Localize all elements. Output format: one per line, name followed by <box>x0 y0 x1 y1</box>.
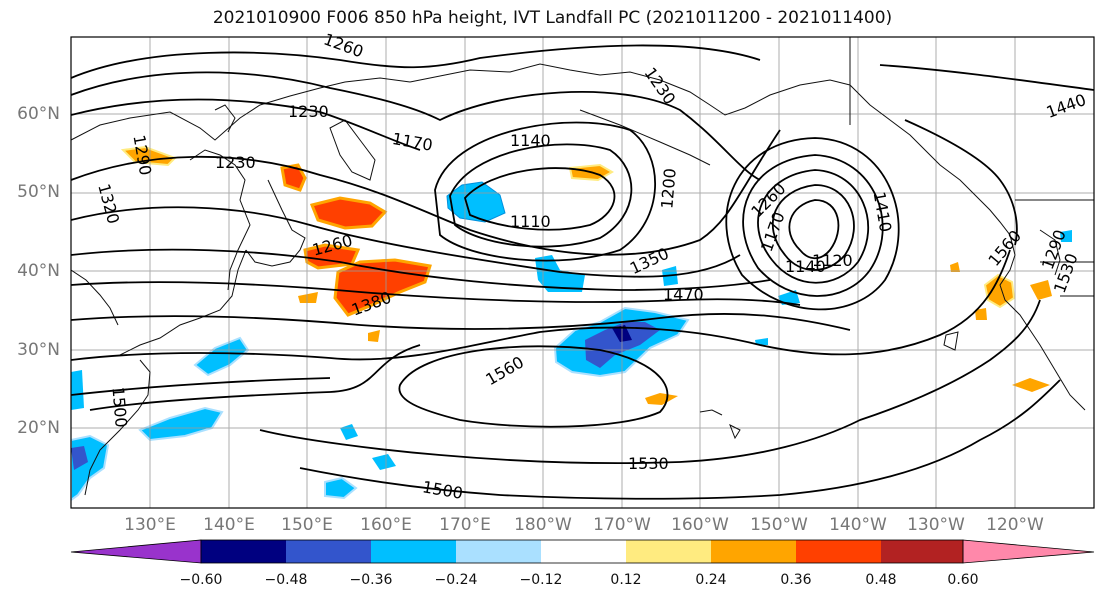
colorbar-tick: −0.60 <box>179 572 223 588</box>
colorbar-tick: 0.36 <box>780 572 812 588</box>
borders <box>849 37 1094 297</box>
colorbar-tick: −0.48 <box>264 572 308 588</box>
lon-label-140w: 140°W <box>829 515 887 535</box>
colorbar-segment <box>626 540 711 563</box>
colorbar-segment <box>286 540 371 563</box>
colorbar-tick: 0.24 <box>695 572 727 588</box>
coastlines <box>71 63 1086 496</box>
contour-label-1230-b: 1230 <box>215 153 256 172</box>
colorbar-tick: 0.48 <box>865 572 897 588</box>
lon-label-150e: 150°E <box>281 515 333 535</box>
negative-shading <box>71 181 1072 502</box>
lon-label-170w: 170°W <box>593 515 651 535</box>
lon-label-120w: 120°W <box>986 515 1044 535</box>
colorbar-tick: 0.60 <box>947 572 979 588</box>
colorbar-segment <box>201 540 286 563</box>
colorbar-segment <box>541 540 626 563</box>
lon-label-180w: 180°W <box>514 515 572 535</box>
lon-label-160w: 160°W <box>671 515 729 535</box>
contour-label-1140: 1140 <box>510 131 551 150</box>
lon-label-130e: 130°E <box>124 515 176 535</box>
lon-label-130w: 130°W <box>907 515 965 535</box>
colorbar-tick: −0.24 <box>434 572 478 588</box>
positive-shading <box>120 145 1052 405</box>
contour-label-1530: 1530 <box>628 454 669 473</box>
lat-label-50n: 50°N <box>17 182 60 202</box>
map-title: 2021010900 F006 850 hPa height, IVT Land… <box>212 8 893 28</box>
lat-label-30n: 30°N <box>17 340 60 360</box>
colorbar-tick: 0.12 <box>610 572 642 588</box>
colorbar-tick: −0.36 <box>349 572 393 588</box>
contour-label-1140-east: 1140 <box>785 257 826 276</box>
plot-frame <box>70 36 1095 509</box>
lon-label-160e: 160°E <box>360 515 412 535</box>
colorbar <box>70 539 1095 564</box>
lat-label-40n: 40°N <box>17 261 60 281</box>
colorbar-segment <box>711 540 796 563</box>
colorbar-segment <box>881 540 963 563</box>
lat-label-60n: 60°N <box>17 104 60 124</box>
colorbar-over-arrow <box>962 539 1095 564</box>
lat-label-20n: 20°N <box>17 418 60 438</box>
colorbar-segment <box>456 540 541 563</box>
graticule <box>71 37 1094 508</box>
contour-label-1500-west: 1500 <box>108 386 130 428</box>
colorbar-segment <box>371 540 456 563</box>
contour-label-1110: 1110 <box>510 212 551 231</box>
contour-label-1470: 1470 <box>663 285 704 304</box>
lon-label-150w: 150°W <box>750 515 808 535</box>
contour-label-1200: 1200 <box>657 167 679 209</box>
contour-label-1120-east: 1120 <box>812 251 853 270</box>
colorbar-segment <box>796 540 881 563</box>
height-contours <box>71 44 1094 500</box>
lon-label-140e: 140°E <box>203 515 255 535</box>
colorbar-tick: −0.12 <box>519 572 563 588</box>
plot-background <box>71 37 1094 508</box>
lon-label-170e: 170°E <box>439 515 491 535</box>
colorbar-under-arrow <box>70 539 202 564</box>
contour-label-1230-a: 1230 <box>288 102 329 121</box>
